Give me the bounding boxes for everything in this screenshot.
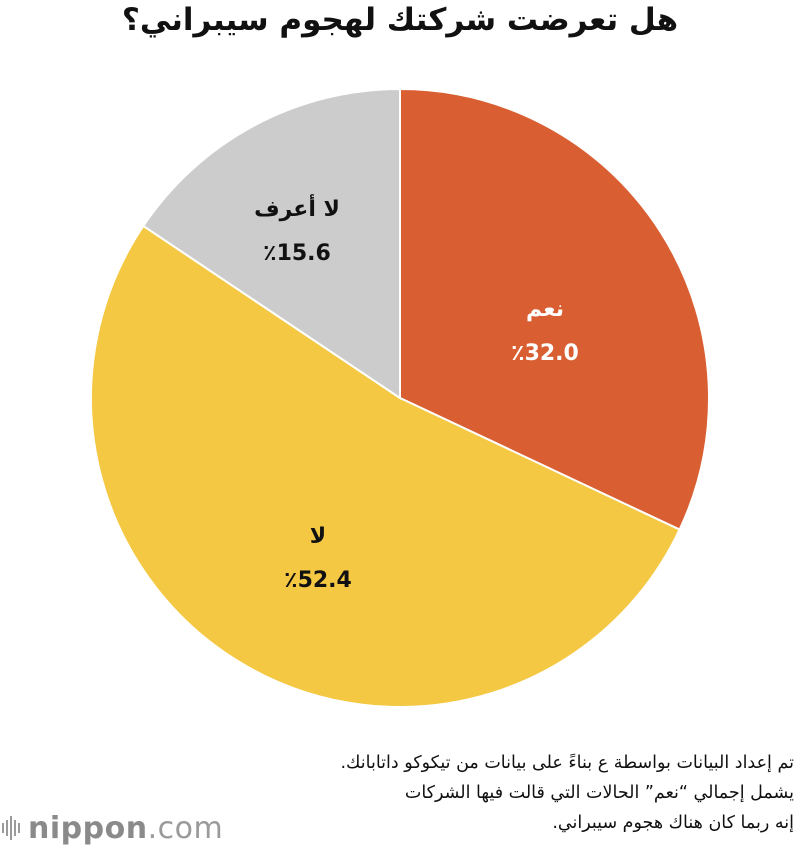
pie-slice-1: [399, 87, 710, 531]
slice-label-1: نعم: [526, 297, 564, 322]
nippon-logo[interactable]: nippon.com: [2, 808, 223, 848]
pie-chart: نعم ٪32.0 لا ٪52.4 لا أعرف ٪15.6: [90, 87, 710, 708]
nippon-logo-bars-icon: [2, 816, 20, 840]
chart-title: هل تعرضت شركتك لهجوم سيبراني؟: [121, 2, 679, 38]
pie-slice-2: [90, 224, 681, 708]
logo-text: nippon.com: [28, 810, 224, 846]
slice-value-1: ٪32.0: [511, 341, 579, 366]
slice-value-3: ٪15.6: [263, 241, 331, 266]
note-line-3: إنه ربما كان هناك هجوم سيبراني.: [552, 813, 794, 833]
note-line-1: تم إعداد البيانات بواسطة ع بناءً على بيا…: [340, 753, 794, 773]
slice-value-2: ٪52.4: [284, 568, 352, 593]
source-notes: تم إعداد البيانات بواسطة ع بناءً على بيا…: [154, 748, 794, 838]
note-line-2: يشمل إجمالي “نعم” الحالات التي قالت فيها…: [404, 783, 794, 803]
pie-slice-3: [141, 87, 401, 400]
slice-label-2: لا: [310, 524, 326, 549]
slice-label-3: لا أعرف: [254, 193, 340, 222]
